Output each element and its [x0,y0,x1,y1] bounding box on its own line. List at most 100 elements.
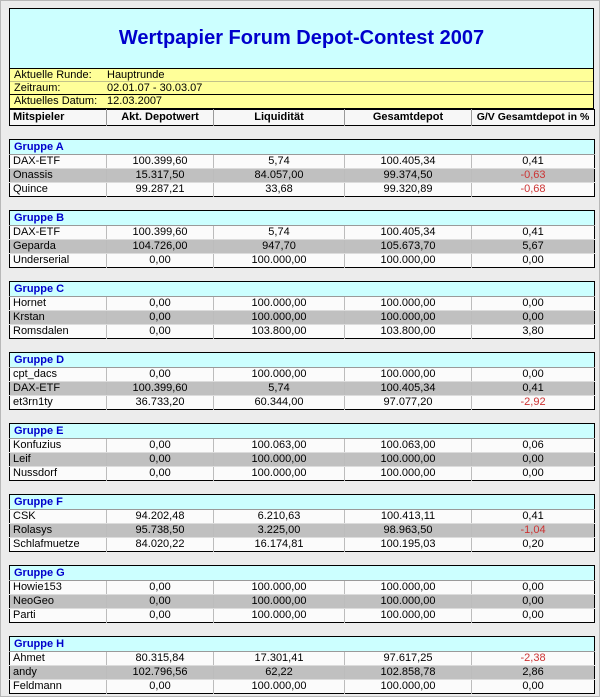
gesamtdepot-cell: 98.963,50 [344,523,472,538]
column-header-liquiditaet: Liquidität [213,109,345,126]
gesamtdepot-cell: 102.858,78 [344,665,472,680]
info-row-zeitraum: Zeitraum: 02.01.07 - 30.03.07 [10,82,593,95]
gv-pct-cell: 0,41 [471,225,595,240]
group-table: Gruppe F CSK 94.202,48 6.210,63 100.413,… [9,494,596,552]
akt-depotwert-cell: 0,00 [106,452,214,467]
table-row: Schlafmuetze 84.020,22 16.174,81 100.195… [9,537,595,552]
page-title: Wertpapier Forum Depot-Contest 2007 [118,27,485,49]
gesamtdepot-cell: 100.000,00 [344,466,472,481]
info-value: 12.03.2007 [107,95,163,107]
gv-pct-cell: 0,00 [522,467,544,479]
table-row: NeoGeo 0,00 100.000,00 100.000,00 0,00 [9,594,595,609]
player-name-cell: Schlafmuetze [9,537,107,552]
liquiditaet-cell: 3.225,00 [213,523,345,538]
akt-depotwert-cell: 0,00 [106,466,214,481]
akt-depotwert-cell: 0,00 [106,310,214,325]
akt-depotwert-cell: 0,00 [106,296,214,311]
player-name-cell: Ahmet [9,651,107,666]
group-block: Gruppe G Howie153 0,00 100.000,00 100.00… [9,565,596,623]
liquiditaet-cell: 100.000,00 [213,608,345,623]
column-header-gesamtdepot: Gesamtdepot [344,109,472,126]
akt-depotwert-cell: 104.726,00 [106,239,214,254]
group-table: Gruppe A DAX-ETF 100.399,60 5,74 100.405… [9,139,596,197]
player-name-cell: Feldmann [9,679,107,694]
gesamtdepot-cell: 105.673,70 [344,239,472,254]
liquiditaet-cell: 100.000,00 [213,310,345,325]
gesamtdepot-cell: 100.000,00 [344,253,472,268]
gv-pct-cell: 0,00 [471,296,595,311]
table-row: Leif 0,00 100.000,00 100.000,00 0,00 [9,452,595,467]
group-header-row: Gruppe F [9,494,595,510]
liquiditaet-cell: 84.057,00 [213,168,345,183]
gesamtdepot-cell: 100.405,34 [344,154,472,169]
akt-depotwert-cell: 0,00 [106,438,214,453]
table-row: cpt_dacs 0,00 100.000,00 100.000,00 0,00 [9,367,595,382]
gesamtdepot-cell: 100.405,34 [344,225,472,240]
table-row: Geparda 104.726,00 947,70 105.673,70 5,6… [9,239,595,254]
info-value: Hauptrunde [107,69,165,81]
table-row: Onassis 15.317,50 84.057,00 99.374,50 -0… [9,168,595,183]
table-row: andy 102.796,56 62,22 102.858,78 2,86 [9,665,595,680]
info-label: Aktuelles Datum: [14,95,98,107]
table-row: Nussdorf 0,00 100.000,00 100.000,00 0,00 [9,466,595,481]
player-name-cell: andy [9,665,107,680]
akt-depotwert-cell: 0,00 [106,580,214,595]
group-header-row: Gruppe B [9,210,595,226]
gesamtdepot-cell: 100.000,00 [344,310,472,325]
column-header-depotwert: Akt. Depotwert [106,109,214,126]
akt-depotwert-cell: 94.202,48 [106,509,214,524]
gv-pct-cell: 0,20 [522,538,544,550]
group-title: Gruppe C [9,281,595,297]
group-header-row: Gruppe C [9,281,595,297]
player-name-cell: DAX-ETF [9,381,107,396]
akt-depotwert-cell: 36.733,20 [106,395,214,410]
gesamtdepot-cell: 100.000,00 [344,679,472,694]
table-row: Feldmann 0,00 100.000,00 100.000,00 0,00 [9,679,595,694]
group-header-row: Gruppe A [9,139,595,155]
column-header-mitspieler: Mitspieler [9,109,107,126]
group-block: Gruppe D cpt_dacs 0,00 100.000,00 100.00… [9,352,596,410]
player-name-cell: Leif [9,452,107,467]
spreadsheet: Wertpapier Forum Depot-Contest 2007 Aktu… [9,8,596,694]
player-name-cell: Romsdalen [9,324,107,339]
liquiditaet-cell: 100.000,00 [213,253,345,268]
title-block: Wertpapier Forum Depot-Contest 2007 [9,8,594,69]
liquiditaet-cell: 100.000,00 [213,296,345,311]
gv-pct-cell: 0,41 [471,154,595,169]
player-name-cell: CSK [9,509,107,524]
info-row-aktuelles-datum: Aktuelles Datum: 12.03.2007 [10,95,593,108]
player-name-cell: DAX-ETF [9,154,107,169]
table-row: Romsdalen 0,00 103.800,00 103.800,00 3,8… [9,324,595,339]
table-row: DAX-ETF 100.399,60 5,74 100.405,34 0,41 [9,154,595,169]
group-title: Gruppe F [9,494,595,510]
player-name-cell: DAX-ETF [9,225,107,240]
gesamtdepot-cell: 100.000,00 [344,580,472,595]
akt-depotwert-cell: 80.315,84 [106,651,214,666]
group-table: Gruppe H Ahmet 80.315,84 17.301,41 97.61… [9,636,596,694]
gesamtdepot-cell: 100.000,00 [344,296,472,311]
group-table: Gruppe G Howie153 0,00 100.000,00 100.00… [9,565,596,623]
gesamtdepot-cell: 100.000,00 [344,452,472,467]
akt-depotwert-cell: 0,00 [106,594,214,609]
column-header-row: Mitspieler Akt. Depotwert Liquidität Ges… [9,109,595,126]
gv-pct-cell: 0,00 [522,254,544,266]
akt-depotwert-cell: 15.317,50 [106,168,214,183]
group-header-row: Gruppe E [9,423,595,439]
gv-pct-cell: 2,86 [471,665,595,680]
group-header-row: Gruppe G [9,565,595,581]
group-block: Gruppe A DAX-ETF 100.399,60 5,74 100.405… [9,139,596,197]
gv-pct-cell: 0,00 [471,594,595,609]
group-table: Gruppe C Hornet 0,00 100.000,00 100.000,… [9,281,596,339]
group-table: Gruppe B DAX-ETF 100.399,60 5,74 100.405… [9,210,596,268]
info-label: Aktuelle Runde: [14,69,92,81]
table-row: Ahmet 80.315,84 17.301,41 97.617,25 -2,3… [9,651,595,666]
liquiditaet-cell: 62,22 [213,665,345,680]
gv-pct-cell: -0,63 [471,168,595,183]
liquiditaet-cell: 100.000,00 [213,367,345,382]
akt-depotwert-cell: 0,00 [106,608,214,623]
table-row: Howie153 0,00 100.000,00 100.000,00 0,00 [9,580,595,595]
gesamtdepot-cell: 97.077,20 [344,395,472,410]
liquiditaet-cell: 17.301,41 [213,651,345,666]
gv-pct-cell: 0,41 [471,381,595,396]
gv-pct-cell: 0,00 [471,310,595,325]
